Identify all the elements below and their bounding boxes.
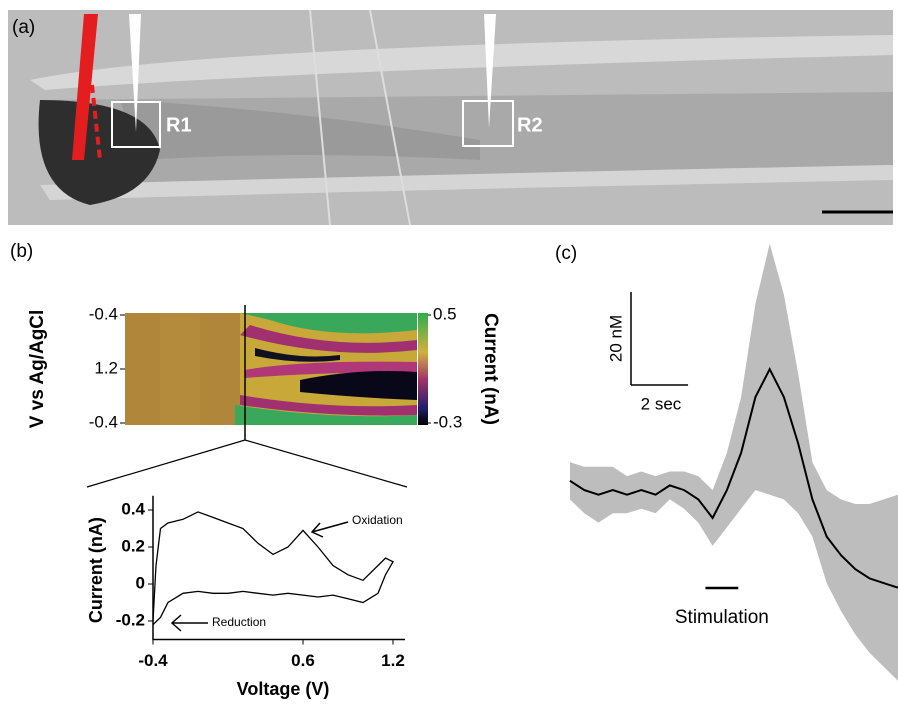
scale-bar-label: 20 nM bbox=[606, 315, 625, 362]
region-label: R1 bbox=[166, 114, 192, 136]
x-tick-label: -0.4 bbox=[138, 651, 168, 670]
y-axis-label: V vs Ag/AgCl bbox=[27, 310, 48, 429]
annotation: Reduction bbox=[212, 615, 266, 629]
x-tick-label: 1.2 bbox=[381, 651, 405, 670]
annotation: Oxidation bbox=[352, 513, 403, 527]
panel-label: (b) bbox=[10, 241, 33, 262]
colorbar-tick-label: -0.3 bbox=[433, 412, 462, 431]
y-tick-label: -0.4 bbox=[89, 412, 118, 431]
region-label: R2 bbox=[517, 114, 543, 136]
colorbar-label: Current (nA) bbox=[480, 313, 501, 425]
micrograph bbox=[8, 10, 893, 225]
x-axis-label: Voltage (V) bbox=[237, 679, 330, 699]
y-tick-label: 0.2 bbox=[121, 536, 145, 555]
y-tick-label: 1.2 bbox=[94, 358, 118, 377]
y-tick-label: 0 bbox=[136, 573, 145, 592]
y-tick-label: 0.4 bbox=[121, 499, 145, 518]
colorbar-tick-label: 0.5 bbox=[433, 304, 457, 323]
cv-curve bbox=[153, 512, 393, 625]
scale-bar-label: 2 sec bbox=[641, 394, 682, 413]
x-tick-label: 0.6 bbox=[291, 651, 315, 670]
y-tick-label: -0.2 bbox=[116, 610, 145, 629]
figure: (a) (b) (c) R1 R2 -0.4 1.2 -0.4 V vs Ag/AgC… bbox=[0, 0, 898, 702]
color-plot bbox=[87, 305, 693, 573]
panel-label: (a) bbox=[12, 17, 35, 38]
y-tick-label: -0.4 bbox=[89, 304, 118, 323]
y-axis-label: Current (nA) bbox=[86, 517, 106, 623]
stimulation-label: Stimulation bbox=[675, 607, 769, 628]
panel-label: (c) bbox=[555, 243, 577, 264]
